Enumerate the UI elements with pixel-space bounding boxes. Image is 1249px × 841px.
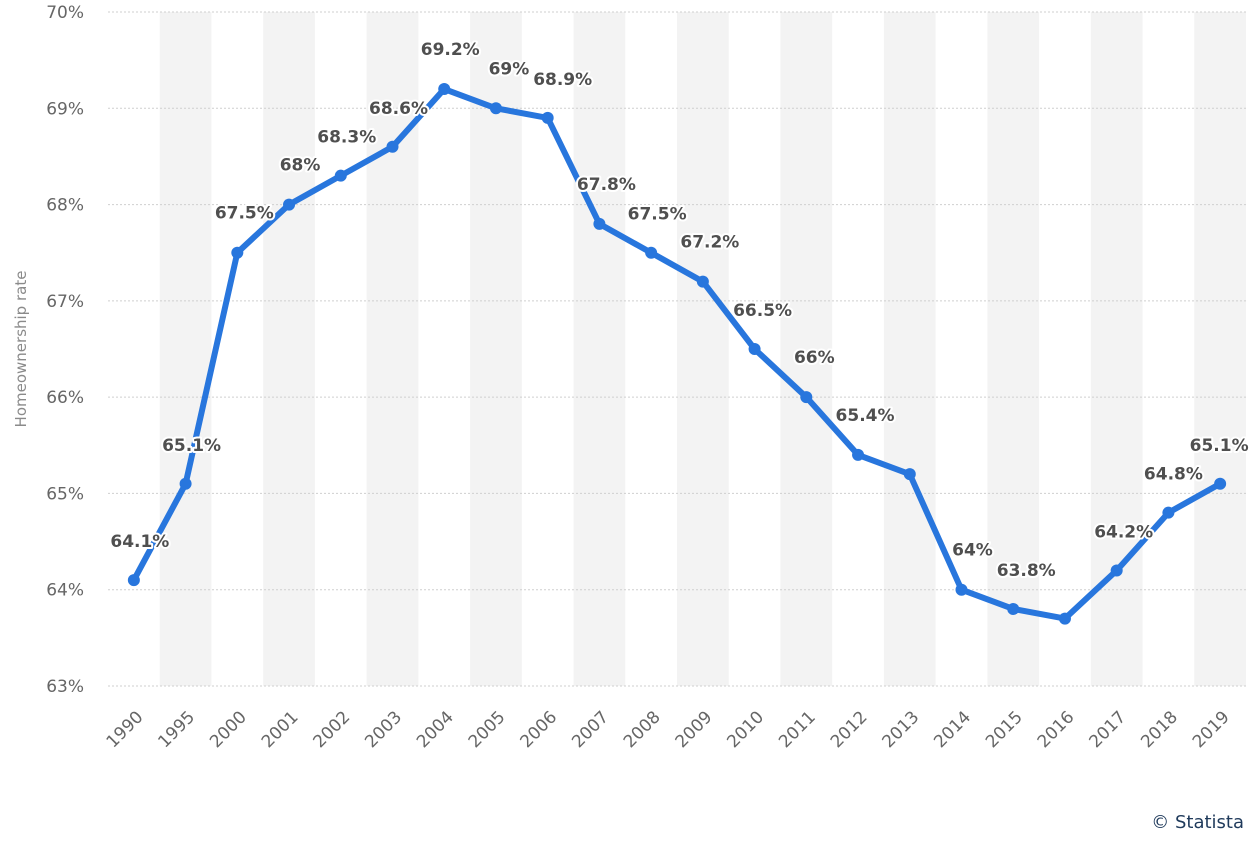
data-point-2006[interactable] (541, 111, 554, 124)
data-label-2004: 69.2% (421, 40, 480, 60)
y-tick-label: 68% (46, 196, 84, 216)
y-tick-label: 70% (46, 3, 84, 23)
y-axis-title: Homeownership rate (12, 271, 30, 428)
data-label-2011: 66% (794, 348, 835, 368)
data-label-2000: 67.5% (215, 204, 274, 224)
x-tick-label: 2013 (879, 707, 924, 752)
x-tick-label: 2016 (1034, 707, 1079, 752)
data-point-1995[interactable] (179, 477, 192, 490)
data-point-2013[interactable] (903, 468, 916, 481)
x-tick-label: 2002 (310, 707, 355, 752)
data-labels: 64.1% 65.1% 67.5% 68% 68.3% 68.6% 69.2% 69%68.9… (108, 38, 1249, 583)
data-point-1990[interactable] (127, 574, 140, 587)
data-point-2014[interactable] (955, 583, 968, 596)
x-tick-label: 2007 (568, 707, 613, 752)
gridlines (108, 11, 1246, 687)
data-point-2003[interactable] (386, 140, 399, 153)
y-tick-label: 63% (46, 677, 84, 697)
copyright-label[interactable]: © Statista (1151, 812, 1244, 833)
data-label-2019: 65.1% (1190, 436, 1249, 456)
x-tick-label: 2015 (982, 707, 1027, 752)
x-tick-label: 2017 (1085, 707, 1130, 752)
y-axis-ticks: 63% 64% 65% 66% 67% 68% 69% 70% (46, 3, 84, 697)
data-point-2008[interactable] (645, 246, 658, 259)
series-line (130, 86, 1224, 622)
background-band-2011 (780, 12, 833, 686)
background-band-2009 (677, 12, 729, 686)
x-tick-label: 2012 (827, 707, 872, 752)
data-label-2015: 63.8% (997, 561, 1056, 581)
data-label-2006: 68.9% (533, 70, 592, 90)
data-label-2001: 68% (280, 156, 321, 176)
data-label-2017: 64.2% (1094, 522, 1153, 542)
x-tick-label: 2009 (672, 707, 717, 752)
data-point-2002[interactable] (334, 169, 347, 182)
data-label-2008: 67.5% (628, 205, 687, 225)
x-tick-label: 2000 (206, 707, 251, 752)
x-tick-label: 2011 (775, 707, 820, 752)
data-point-2016[interactable] (1058, 612, 1071, 625)
data-points (127, 83, 1227, 625)
data-point-2005[interactable] (489, 102, 502, 115)
x-tick-label: 2004 (413, 707, 458, 752)
y-tick-label: 64% (46, 581, 84, 601)
data-label-1995: 65.1% (162, 436, 221, 456)
data-point-2017[interactable] (1110, 564, 1123, 577)
background-band-2005 (470, 12, 522, 686)
data-point-2018[interactable] (1162, 506, 1175, 519)
background-band-2015 (987, 12, 1040, 686)
data-label-2003: 68.6% (369, 99, 428, 119)
x-tick-label: 2008 (620, 707, 665, 752)
data-point-2015[interactable] (1007, 602, 1020, 615)
x-axis-ticks: 1990 1995 2000 2001 2002 2003 2004 2005 2006 2007… (103, 707, 1234, 752)
data-point-2007[interactable] (593, 217, 606, 230)
data-label-2018: 64.8% (1144, 465, 1203, 485)
background-band-2013 (883, 12, 936, 686)
data-point-2004[interactable] (438, 83, 451, 96)
y-tick-label: 66% (46, 388, 84, 408)
x-tick-label: 2006 (516, 707, 561, 752)
background-band-2007 (573, 12, 626, 686)
x-tick-label: 1995 (154, 707, 199, 752)
y-tick-label: 65% (46, 484, 84, 504)
data-point-2011[interactable] (800, 391, 813, 404)
x-tick-label: 2005 (465, 707, 510, 752)
x-tick-label: 2019 (1189, 707, 1234, 752)
y-tick-label: 69% (46, 99, 84, 119)
x-tick-label: 1990 (103, 707, 148, 752)
data-label-2007: 67.8% (577, 175, 636, 195)
x-tick-label: 2001 (258, 707, 303, 752)
x-tick-label: 2018 (1137, 707, 1182, 752)
series-line-group (130, 86, 1224, 622)
data-point-2012[interactable] (852, 448, 865, 461)
data-label-2005: 69% (489, 59, 530, 79)
x-tick-label: 2003 (361, 707, 406, 752)
data-point-2000[interactable] (231, 246, 244, 259)
background-band-2019 (1194, 12, 1246, 686)
data-label-2009: 67.2% (680, 233, 739, 253)
data-label-2002: 68.3% (317, 128, 376, 148)
y-tick-label: 67% (46, 292, 84, 312)
data-point-2010[interactable] (748, 343, 761, 355)
x-tick-label: 2014 (930, 707, 975, 752)
data-point-2009[interactable] (696, 275, 709, 288)
data-label-2010: 66.5% (733, 301, 792, 321)
data-point-2001[interactable] (283, 198, 296, 211)
data-label-2012: 65.4% (836, 406, 895, 426)
data-label-1990: 64.1% (110, 532, 169, 552)
data-point-2019[interactable] (1214, 477, 1227, 490)
background-band-1995 (159, 12, 212, 686)
x-tick-label: 2010 (723, 707, 768, 752)
alternating-bands (159, 12, 1246, 686)
background-band-2001 (263, 12, 315, 686)
data-label-2014: 64% (952, 541, 993, 561)
